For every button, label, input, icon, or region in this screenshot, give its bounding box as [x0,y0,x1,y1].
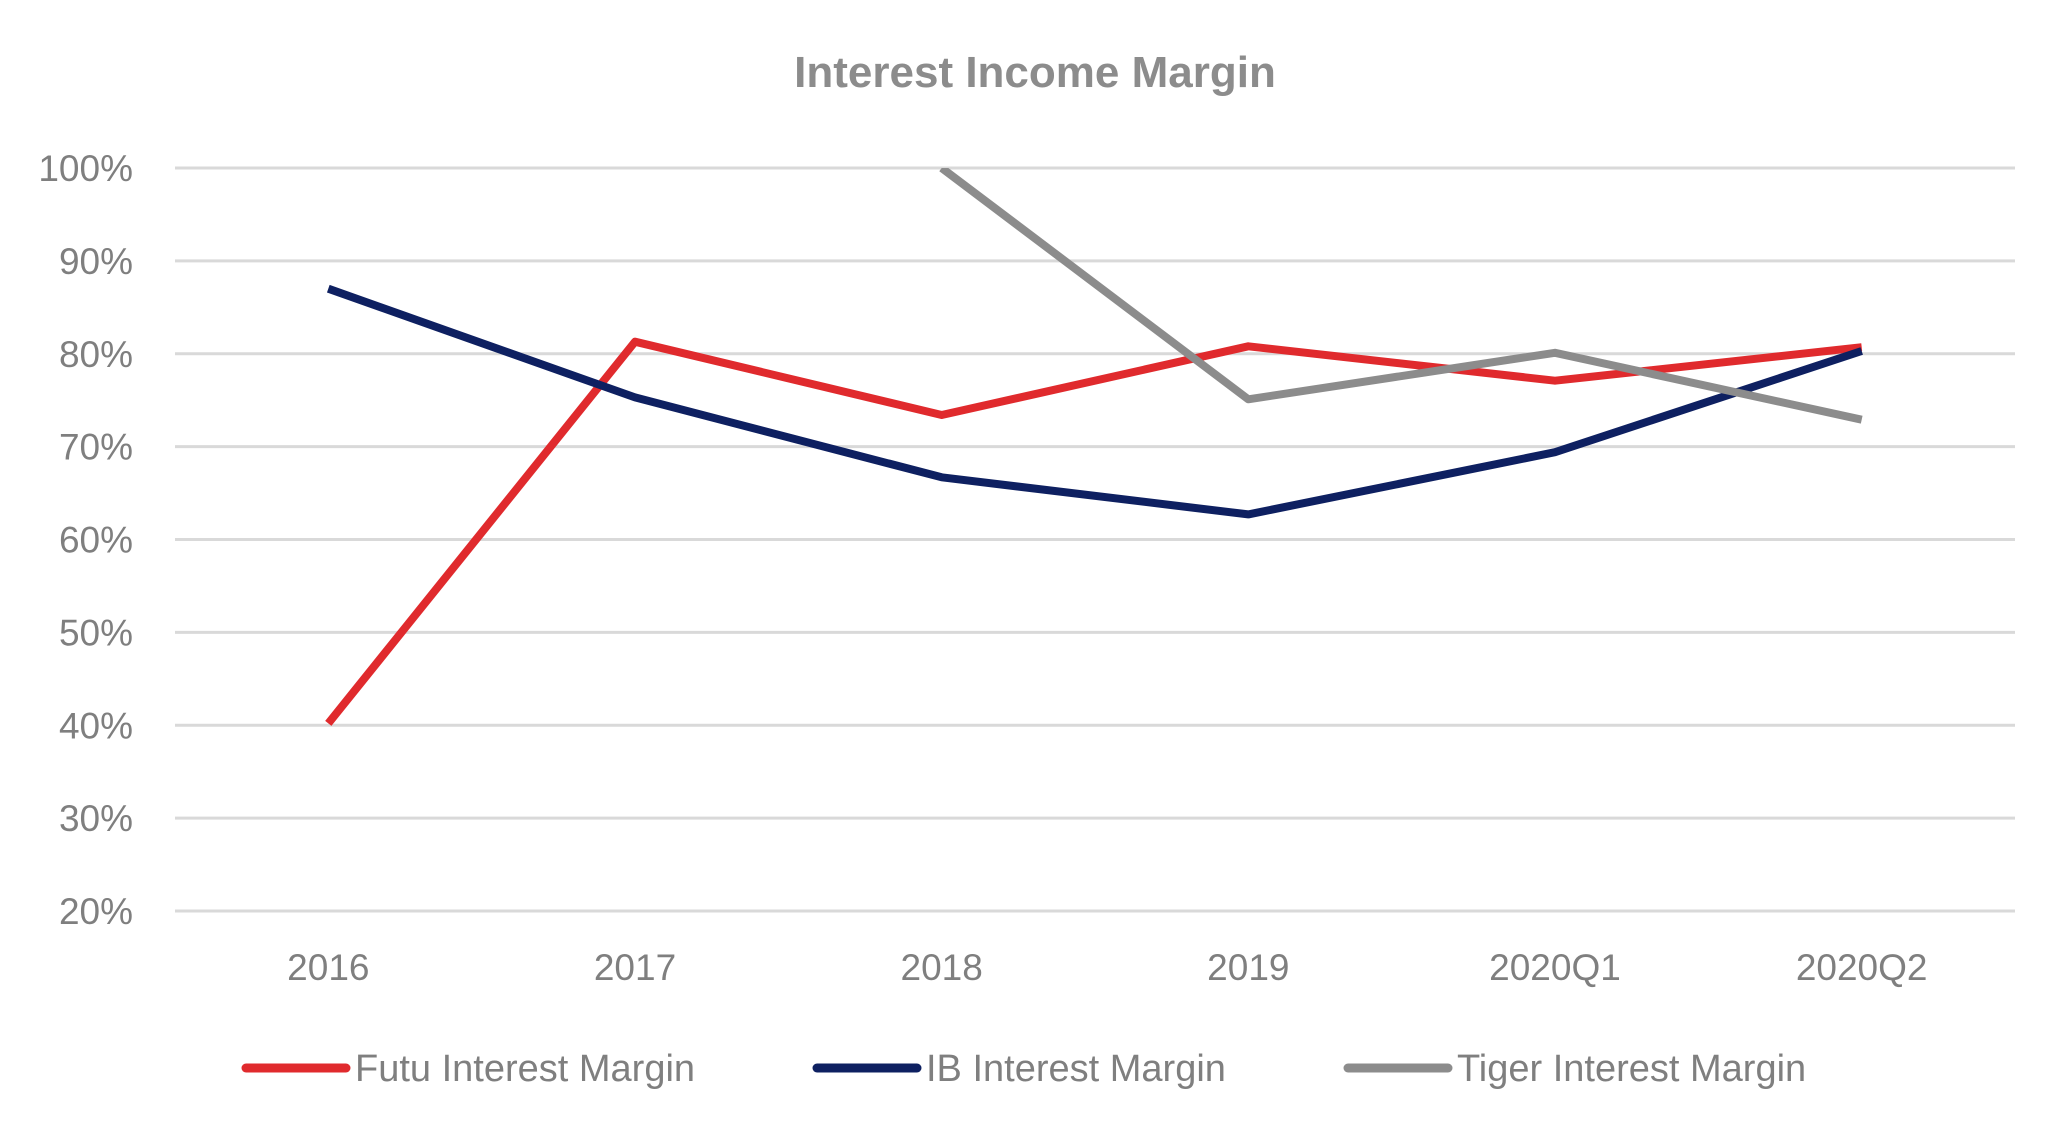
y-tick-label: 20% [59,891,133,932]
series-lines [325,168,1863,726]
y-tick-label: 70% [59,427,133,468]
x-tick-label: 2018 [901,947,983,988]
gridlines [175,166,2015,913]
y-tick-label: 90% [59,241,133,282]
legend-label-tiger: Tiger Interest Margin [1457,1048,1806,1090]
legend: Futu Interest Margin IB Interest Margin Ti… [241,1048,1806,1090]
x-axis-tick-labels: 2016 2017 2018 2019 2020Q1 2020Q2 [287,947,1927,988]
x-tick-label: 2016 [287,947,369,988]
chart-title: Interest Income Margin [794,48,1276,97]
legend-label-ib: IB Interest Margin [926,1048,1226,1090]
y-axis-tick-labels: 20% 30% 40% 50% 60% 70% 80% 90% 100% [38,148,133,932]
series-line-tiger [939,168,1863,424]
x-tick-label: 2020Q2 [1796,947,1928,988]
y-tick-label: 100% [38,148,133,189]
y-tick-label: 60% [59,520,133,561]
x-tick-label: 2020Q1 [1489,947,1621,988]
x-tick-label: 2017 [594,947,676,988]
y-tick-label: 30% [59,798,133,839]
x-tick-label: 2019 [1207,947,1289,988]
y-tick-label: 40% [59,705,133,746]
y-tick-label: 80% [59,334,133,375]
y-tick-label: 50% [59,612,133,653]
series-line-ib [326,284,1863,519]
legend-label-futu: Futu Interest Margin [355,1048,695,1090]
series-line-futu [325,337,1863,726]
